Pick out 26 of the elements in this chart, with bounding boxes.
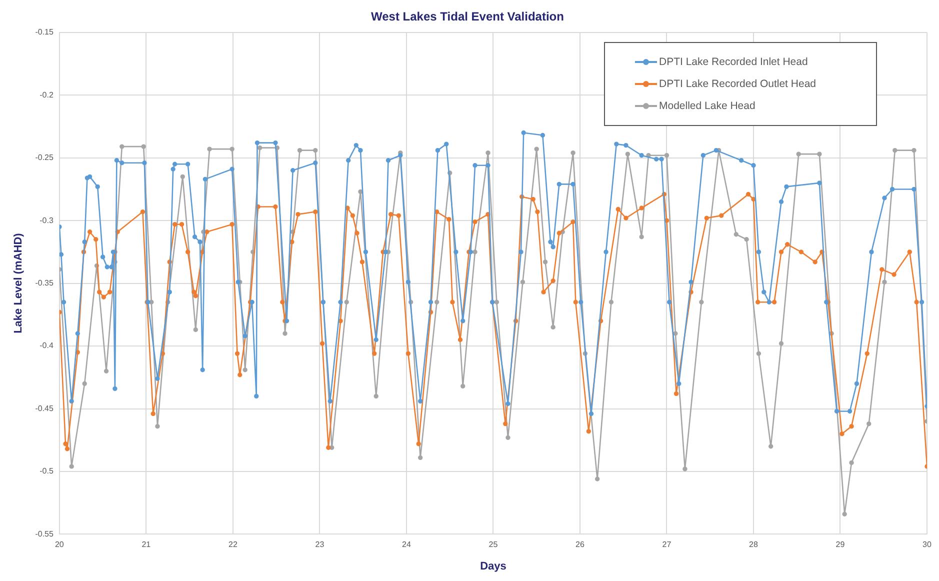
legend-label: DPTI Lake Recorded Outlet Head xyxy=(659,78,816,90)
x-tick-label: 21 xyxy=(142,540,152,550)
x-tick-label: 29 xyxy=(836,540,846,550)
y-tick-label: -0.35 xyxy=(35,278,54,288)
chart-title: West Lakes Tidal Event Validation xyxy=(371,10,564,24)
y-tick-label: -0.2 xyxy=(40,90,54,100)
x-tick-label: 20 xyxy=(54,540,64,550)
y-tick-label: -0.55 xyxy=(35,529,54,538)
x-tick-label: 24 xyxy=(402,540,412,550)
x-tick-label: 30 xyxy=(922,540,932,550)
y-axis-title: Lake Level (mAHD) xyxy=(12,232,25,334)
y-tick-label: -0.3 xyxy=(40,216,54,225)
x-tick-label: 25 xyxy=(488,540,498,550)
x-tick-label: 28 xyxy=(749,540,758,550)
x-axis-title: Days xyxy=(480,560,506,572)
legend-label: Modelled Lake Head xyxy=(659,100,756,112)
x-tick-label: 27 xyxy=(662,540,672,550)
y-tick-label: -0.45 xyxy=(35,404,54,413)
x-tick-label: 26 xyxy=(576,540,585,550)
y-tick-label: -0.25 xyxy=(35,153,54,162)
x-tick-label: 23 xyxy=(315,540,325,550)
y-tick-label: -0.4 xyxy=(40,341,54,350)
legend-label: DPTI Lake Recorded Inlet Head xyxy=(659,56,808,68)
y-tick-label: -0.5 xyxy=(40,466,54,476)
x-tick-label: 22 xyxy=(228,540,238,550)
y-tick-label: -0.15 xyxy=(35,28,54,37)
